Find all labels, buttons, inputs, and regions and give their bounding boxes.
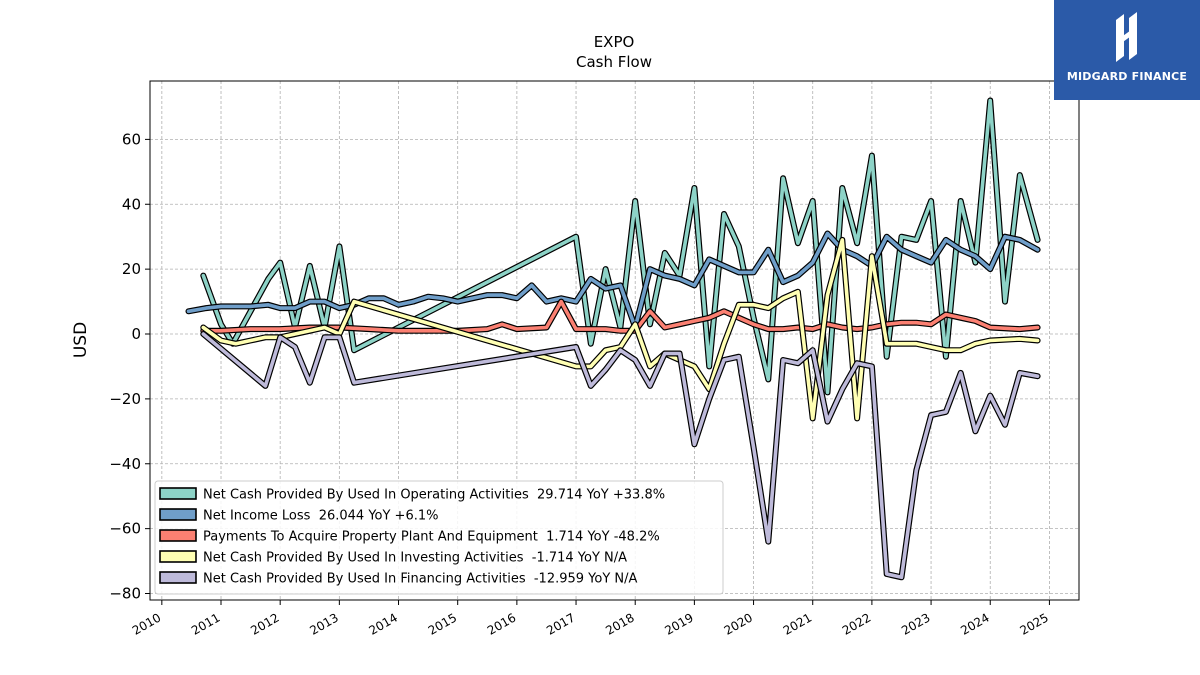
y-axis-label: USD bbox=[71, 322, 91, 358]
chart-title: EXPO bbox=[594, 33, 635, 51]
x-tick-label: 2023 bbox=[899, 610, 932, 637]
series-line bbox=[201, 332, 1040, 580]
y-tick-label: −80 bbox=[109, 585, 141, 603]
y-tick-label: −40 bbox=[109, 455, 141, 473]
logo: MIDGARD FINANCE bbox=[1054, 0, 1200, 100]
x-tick-label: 2021 bbox=[781, 610, 814, 637]
x-tick-label: 2019 bbox=[662, 610, 695, 637]
y-tick-label: 40 bbox=[122, 195, 141, 213]
series-line bbox=[201, 299, 1040, 333]
legend-label: Payments To Acquire Property Plant And E… bbox=[203, 530, 660, 545]
chart-subtitle: Cash Flow bbox=[576, 53, 652, 71]
x-tick-label: 2016 bbox=[485, 610, 518, 637]
x-tick-label: 2012 bbox=[248, 610, 281, 637]
plot-frame bbox=[149, 80, 1080, 601]
series-lines bbox=[185, 97, 1041, 581]
legend: Net Cash Provided By Used In Operating A… bbox=[154, 480, 724, 595]
x-tick-label: 2015 bbox=[426, 610, 459, 637]
logo-text: MIDGARD FINANCE bbox=[1066, 70, 1188, 83]
legend-box bbox=[154, 480, 724, 595]
series-line bbox=[201, 98, 1040, 395]
x-tick-label: 2024 bbox=[958, 610, 991, 637]
y-tick-label: −20 bbox=[109, 390, 141, 408]
legend-label: Net Cash Provided By Used In Investing A… bbox=[203, 551, 627, 566]
legend-swatch bbox=[159, 529, 197, 542]
logo-mark-icon bbox=[1116, 12, 1137, 62]
y-tick-label: 60 bbox=[122, 130, 141, 148]
x-tick-label: 2018 bbox=[603, 610, 636, 637]
x-tick-label: 2010 bbox=[130, 610, 163, 637]
x-tick-label: 2011 bbox=[189, 610, 222, 637]
legend-swatch bbox=[159, 571, 197, 584]
x-tick-label: 2017 bbox=[544, 610, 577, 637]
y-tick-label: −60 bbox=[109, 520, 141, 538]
x-tick-label: 2020 bbox=[722, 610, 755, 637]
x-tick-label: 2022 bbox=[840, 610, 873, 637]
x-axis: 2010 2011 2012 2013 2014 2015 2016 2017 2018 2019… bbox=[130, 600, 1051, 638]
legend-label: Net Income Loss 26.044 YoY +6.1% bbox=[203, 509, 438, 524]
legend-swatch bbox=[159, 508, 197, 521]
x-tick-label: 2025 bbox=[1017, 610, 1050, 637]
y-axis: −80 −60 −40 −20 0 20 40 60 bbox=[109, 130, 150, 603]
legend-label: Net Cash Provided By Used In Operating A… bbox=[203, 488, 665, 503]
series-line bbox=[201, 238, 1040, 421]
legend-swatch bbox=[159, 487, 197, 500]
y-tick-label: 0 bbox=[131, 325, 141, 343]
x-tick-label: 2013 bbox=[307, 610, 340, 637]
series-line bbox=[186, 231, 1040, 330]
legend-swatch bbox=[159, 550, 197, 563]
y-tick-label: 20 bbox=[122, 260, 141, 278]
legend-label: Net Cash Provided By Used In Financing A… bbox=[203, 572, 638, 587]
x-tick-label: 2014 bbox=[367, 610, 400, 637]
